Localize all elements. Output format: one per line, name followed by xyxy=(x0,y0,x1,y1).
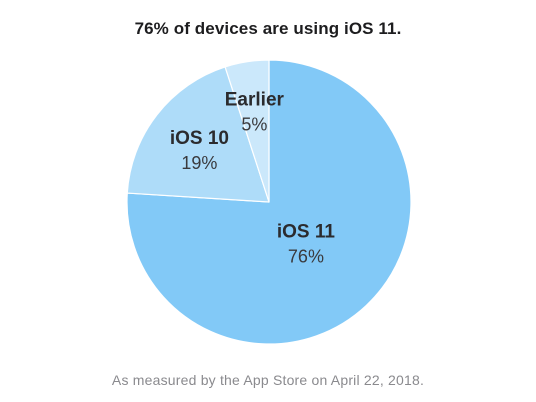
pie-slice-ios-11 xyxy=(126,59,412,345)
slice-label-name: Earlier xyxy=(225,89,285,110)
slice-label-name: iOS 10 xyxy=(170,128,229,149)
slice-label-value: 5% xyxy=(241,114,267,134)
chart-footnote: As measured by the App Store on April 22… xyxy=(111,372,425,388)
pie-slices xyxy=(126,59,412,345)
pie-slice-ios-10 xyxy=(126,66,270,203)
slice-label-value: 19% xyxy=(181,153,217,173)
chart-title: 76% of devices are using iOS 11. xyxy=(134,19,402,38)
slice-label-name: iOS 11 xyxy=(277,221,336,242)
pie-labels: iOS 11 76% iOS 10 19% Earlier 5% xyxy=(170,89,336,266)
slice-label-value: 76% xyxy=(288,246,324,266)
pie-slice-earlier xyxy=(224,59,270,203)
